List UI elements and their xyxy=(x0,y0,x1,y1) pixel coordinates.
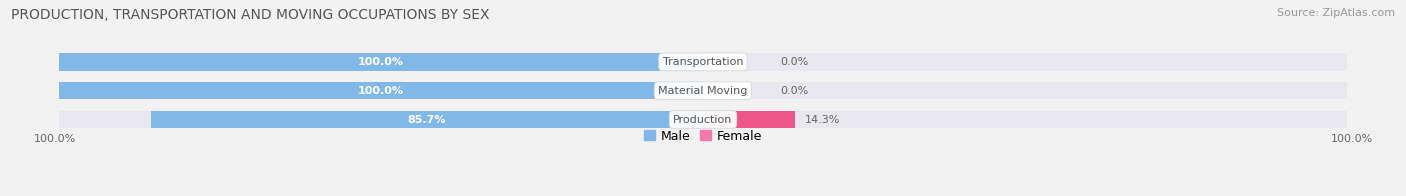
Text: Material Moving: Material Moving xyxy=(658,86,748,96)
Text: Production: Production xyxy=(673,114,733,124)
Legend: Male, Female: Male, Female xyxy=(644,130,762,143)
Text: 100.0%: 100.0% xyxy=(359,57,404,67)
Bar xyxy=(703,111,794,128)
Text: Transportation: Transportation xyxy=(662,57,744,67)
Text: PRODUCTION, TRANSPORTATION AND MOVING OCCUPATIONS BY SEX: PRODUCTION, TRANSPORTATION AND MOVING OC… xyxy=(11,8,489,22)
Text: 100.0%: 100.0% xyxy=(34,134,76,144)
Bar xyxy=(59,82,703,99)
Text: 85.7%: 85.7% xyxy=(408,114,446,124)
Bar xyxy=(59,53,703,71)
Bar xyxy=(59,53,703,71)
Bar xyxy=(59,111,703,128)
Text: 100.0%: 100.0% xyxy=(1330,134,1372,144)
Bar xyxy=(152,111,703,128)
Text: 100.0%: 100.0% xyxy=(359,86,404,96)
Text: 0.0%: 0.0% xyxy=(780,57,808,67)
Bar xyxy=(703,53,1347,71)
Bar xyxy=(59,82,703,99)
Text: Source: ZipAtlas.com: Source: ZipAtlas.com xyxy=(1277,8,1395,18)
Text: 0.0%: 0.0% xyxy=(780,86,808,96)
Bar xyxy=(703,82,1347,99)
Bar xyxy=(703,111,1347,128)
Text: 14.3%: 14.3% xyxy=(804,114,841,124)
